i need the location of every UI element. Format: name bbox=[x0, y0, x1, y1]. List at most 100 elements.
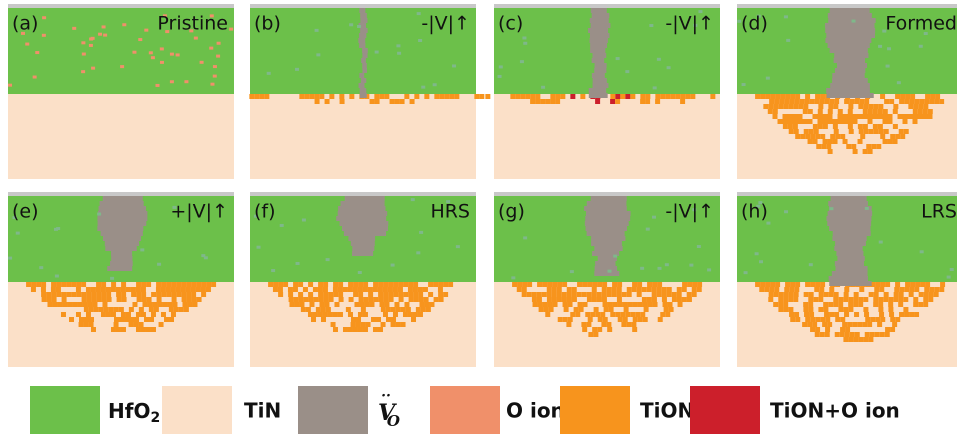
vacancy-filament bbox=[591, 196, 627, 201]
tion-pixel bbox=[697, 282, 702, 287]
o-ion bbox=[81, 41, 85, 44]
tion-pixel bbox=[329, 297, 334, 302]
tion-pixel bbox=[765, 282, 770, 287]
vacancy-filament bbox=[338, 206, 385, 211]
tion-pixel bbox=[77, 302, 82, 307]
tion-pixel bbox=[824, 312, 829, 317]
tion-pixel bbox=[166, 287, 171, 292]
tion-pixel bbox=[299, 297, 304, 302]
tion-pixel bbox=[557, 297, 562, 302]
tion-pixel bbox=[122, 297, 127, 302]
tion-pixel bbox=[84, 322, 89, 327]
tion-pixel bbox=[371, 317, 376, 322]
tion-pixel bbox=[172, 297, 177, 302]
tion-pixel bbox=[338, 287, 343, 292]
tion-pixel bbox=[593, 332, 598, 337]
tion-pixel bbox=[903, 119, 908, 124]
tion-pixel bbox=[438, 287, 443, 292]
oxide-dot bbox=[658, 267, 662, 270]
oxide-dot bbox=[766, 77, 770, 80]
tion-pixel bbox=[838, 302, 843, 307]
tion-pixel bbox=[824, 99, 829, 104]
tion-pixel bbox=[790, 282, 795, 287]
tion-pixel bbox=[552, 287, 557, 292]
tion-pixel bbox=[136, 312, 141, 317]
tion-pixel bbox=[106, 292, 111, 297]
tion-pixel bbox=[929, 99, 934, 104]
tion-pixel bbox=[154, 307, 159, 312]
swatch-vo bbox=[298, 386, 368, 434]
tion-pixel bbox=[840, 134, 845, 139]
panel-caption: HRS bbox=[430, 201, 470, 223]
tion-pixel bbox=[308, 292, 313, 297]
tion-pixel bbox=[834, 129, 839, 134]
oxide-dot bbox=[16, 232, 20, 235]
tion-pixel bbox=[51, 292, 56, 297]
tion-pixel bbox=[760, 94, 765, 99]
tion-pixel bbox=[603, 317, 608, 322]
tion-pixel bbox=[47, 302, 52, 307]
tion-pixel bbox=[91, 327, 96, 332]
tion-pixel bbox=[572, 297, 577, 302]
tion-pixel bbox=[89, 317, 94, 322]
tion-pixel bbox=[899, 312, 904, 317]
tion-pixel bbox=[790, 317, 795, 322]
tion-pixel bbox=[768, 297, 773, 302]
tion-pixel bbox=[356, 322, 361, 327]
o-ion bbox=[194, 37, 198, 40]
tion-pixel bbox=[51, 282, 56, 287]
tion-pixel bbox=[783, 297, 788, 302]
tion-pixel bbox=[363, 327, 368, 332]
top-electrode bbox=[737, 192, 957, 196]
tion-pixel bbox=[134, 317, 139, 322]
tion-pixel bbox=[176, 282, 181, 287]
tion-pixel bbox=[129, 307, 134, 312]
tion-pixel bbox=[101, 287, 106, 292]
tion-pixel bbox=[76, 312, 81, 317]
tion-pixel bbox=[878, 307, 883, 312]
oxide-dot bbox=[302, 218, 306, 221]
tion-pixel bbox=[803, 307, 808, 312]
tion-pixel bbox=[182, 302, 187, 307]
tion-pixel bbox=[318, 292, 323, 297]
vacancy-filament bbox=[827, 93, 874, 98]
tion-pixel bbox=[353, 327, 358, 332]
tion-pixel bbox=[124, 317, 129, 322]
tion-pixel bbox=[844, 312, 849, 317]
tion-pixel bbox=[940, 282, 945, 287]
tion-pixel bbox=[363, 282, 368, 287]
tion-pixel bbox=[814, 129, 819, 134]
tion-pixel bbox=[548, 302, 553, 307]
tion-pixel bbox=[288, 292, 293, 297]
tion-pixel bbox=[612, 282, 617, 287]
tion-pixel bbox=[848, 297, 853, 302]
tion-pixel bbox=[111, 327, 116, 332]
o-ion bbox=[103, 34, 107, 37]
tion-pixel bbox=[632, 327, 637, 332]
tion-pixel bbox=[923, 104, 928, 109]
tion-pixel bbox=[131, 287, 136, 292]
tion-pixel bbox=[394, 302, 399, 307]
tion-pixel bbox=[615, 99, 620, 104]
tion-pixel bbox=[383, 287, 388, 292]
tion-pixel bbox=[909, 292, 914, 297]
tion-pixel bbox=[775, 94, 780, 99]
tion-pixel bbox=[603, 302, 608, 307]
tion-pixel bbox=[669, 307, 674, 312]
tion-pixel bbox=[935, 94, 940, 99]
tion-pixel bbox=[136, 282, 141, 287]
tion-pixel bbox=[97, 297, 102, 302]
o-ion bbox=[72, 27, 76, 30]
panels: (a)Pristine(b)-|V|↑(c)-|V|↑(d)Formed(e)+… bbox=[8, 4, 957, 367]
panel-caption: Pristine bbox=[157, 13, 228, 35]
tion-pixel bbox=[783, 307, 788, 312]
o-ion bbox=[132, 51, 136, 54]
legend-subscript: 2 bbox=[150, 410, 160, 426]
tion-pixel bbox=[42, 297, 47, 302]
tion-pixel bbox=[868, 109, 873, 114]
o-ion bbox=[81, 70, 85, 73]
tion-pixel bbox=[535, 94, 540, 99]
tion-pixel bbox=[819, 99, 824, 104]
tion-pixel bbox=[308, 312, 313, 317]
tion-pixel bbox=[555, 99, 560, 104]
